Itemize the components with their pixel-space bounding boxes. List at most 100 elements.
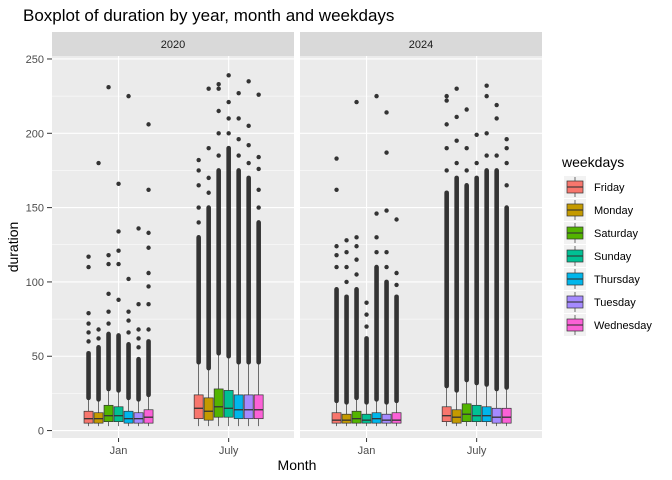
box-body [441, 406, 452, 422]
outlier-point [116, 181, 121, 187]
box-2024-jan-monday [341, 238, 352, 427]
outlier-point [146, 270, 151, 276]
y-tick-label: 50 [32, 351, 44, 363]
outlier-point [226, 131, 231, 136]
outlier-point [374, 250, 379, 255]
legend: weekdays Friday Monday Saturday Sunday Thurs… [561, 154, 652, 336]
outlier-point [206, 190, 211, 195]
outlier-point [146, 230, 151, 236]
box-body [461, 403, 472, 422]
legend-label: Thursday [594, 274, 640, 286]
outlier-point [256, 187, 261, 192]
y-axis-title: duration [5, 222, 21, 273]
outlier-point [106, 309, 111, 314]
box-2024-jan-tuesday [381, 110, 392, 427]
strip-2024 [300, 32, 542, 56]
outlier-point [216, 153, 221, 158]
box-body [93, 412, 104, 424]
outlier-point [354, 272, 359, 277]
legend-item-saturday: Saturday [564, 222, 639, 244]
box-body [83, 410, 94, 424]
outlier-point [226, 116, 231, 121]
outlier-point [394, 217, 399, 222]
outlier-point [126, 276, 131, 282]
outlier-point [504, 137, 509, 142]
outlier-point [196, 183, 201, 188]
outlier-point [494, 116, 499, 121]
box-body [471, 404, 482, 422]
outlier-point [126, 330, 131, 335]
box-2020-july-friday [193, 157, 204, 427]
outlier-point [474, 132, 479, 137]
plot-background-2024 [300, 56, 542, 438]
outlier-point [444, 122, 449, 127]
y-tick-label: 0 [38, 426, 44, 438]
outlier-point [196, 220, 201, 225]
outlier-point [126, 309, 131, 314]
outlier-point [246, 79, 251, 84]
box-body [491, 407, 502, 424]
outlier-point [474, 160, 479, 166]
boxes-2020 [83, 73, 264, 427]
outlier-point [146, 122, 151, 127]
outlier-point [196, 157, 201, 163]
outlier-point [106, 321, 111, 326]
box-body [103, 404, 114, 422]
strip-label-2024: 2024 [409, 39, 433, 51]
legend-label: Friday [594, 182, 625, 194]
outlier-point [444, 93, 449, 99]
outlier-point [236, 116, 241, 121]
box-2024-jan-thursday [371, 93, 382, 427]
y-tick-label: 250 [26, 54, 44, 66]
legend-items: Friday Monday Saturday Sunday Thursday Tuesda… [564, 176, 652, 336]
outlier-point [136, 345, 141, 350]
box-2020-jan-tuesday [133, 226, 144, 427]
outlier-point [444, 98, 449, 103]
box-2020-july-tuesday [243, 79, 254, 427]
legend-item-friday: Friday [564, 176, 625, 198]
box-body [223, 390, 234, 418]
outlier-point [364, 300, 369, 305]
outlier-point [364, 324, 369, 329]
legend-item-thursday: Thursday [564, 268, 640, 290]
outlier-point [96, 327, 101, 332]
x-axis: Jan July Jan July [110, 438, 487, 457]
outlier-point [344, 279, 349, 285]
box-body [361, 413, 372, 424]
outlier-point [86, 264, 91, 270]
strip-2020 [52, 32, 294, 56]
outlier-point [226, 99, 231, 105]
box-body [501, 407, 512, 424]
outlier-point [454, 138, 459, 143]
outlier-point [96, 160, 101, 166]
legend-item-sunday: Sunday [564, 245, 632, 267]
outlier-point [206, 175, 211, 181]
outlier-point [196, 168, 201, 173]
outlier-point [454, 160, 459, 166]
outlier-point [334, 244, 339, 249]
outlier-point [464, 168, 469, 173]
box-body [143, 409, 154, 424]
outlier-point [106, 85, 111, 90]
outlier-point [236, 90, 241, 96]
outlier-point [236, 153, 241, 158]
outlier-point [334, 252, 339, 258]
outlier-point [216, 131, 221, 136]
outlier-point [364, 312, 369, 317]
outlier-point [374, 211, 379, 216]
outlier-point [484, 93, 489, 99]
box-2024-jan-wednesday [391, 217, 402, 427]
box-body [391, 412, 402, 424]
outlier-point [146, 187, 151, 192]
outlier-point [206, 86, 211, 91]
outlier-point [86, 321, 91, 326]
legend-label: Saturday [594, 228, 639, 240]
plot-background-2020 [52, 56, 294, 438]
box-body [133, 412, 144, 424]
y-tick-label: 100 [26, 277, 44, 289]
outlier-point [464, 145, 469, 151]
y-axis: 0 50 100 150 200 250 [26, 54, 52, 438]
outlier-point [86, 339, 91, 344]
outlier-point [116, 248, 121, 253]
outlier-point [494, 102, 499, 108]
